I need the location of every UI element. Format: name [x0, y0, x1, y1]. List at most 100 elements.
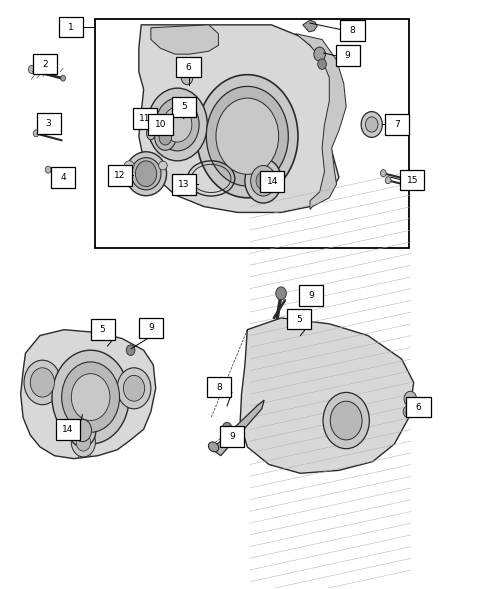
Circle shape: [69, 414, 96, 447]
Text: 1: 1: [68, 23, 74, 32]
FancyBboxPatch shape: [56, 419, 80, 439]
FancyBboxPatch shape: [108, 166, 132, 186]
Circle shape: [123, 375, 144, 401]
FancyBboxPatch shape: [36, 113, 60, 134]
Text: 3: 3: [45, 119, 51, 128]
Circle shape: [379, 170, 385, 177]
Circle shape: [206, 87, 287, 186]
Text: 10: 10: [154, 120, 166, 129]
Circle shape: [361, 111, 381, 137]
Circle shape: [244, 158, 281, 203]
FancyBboxPatch shape: [287, 309, 311, 329]
Text: 5: 5: [181, 102, 186, 111]
Ellipse shape: [125, 152, 166, 196]
Circle shape: [117, 368, 151, 409]
FancyBboxPatch shape: [260, 171, 284, 191]
FancyBboxPatch shape: [51, 167, 75, 187]
Circle shape: [313, 47, 325, 61]
Text: 12: 12: [114, 171, 125, 180]
FancyBboxPatch shape: [176, 57, 200, 77]
Circle shape: [403, 391, 416, 406]
Circle shape: [181, 71, 193, 85]
Text: 9: 9: [344, 51, 350, 60]
Circle shape: [330, 401, 362, 440]
Circle shape: [154, 124, 176, 150]
Circle shape: [155, 98, 199, 151]
FancyBboxPatch shape: [138, 317, 163, 338]
Ellipse shape: [146, 127, 155, 140]
Ellipse shape: [124, 161, 134, 170]
Circle shape: [322, 392, 368, 449]
Text: 9: 9: [228, 432, 234, 441]
FancyBboxPatch shape: [384, 114, 408, 135]
FancyBboxPatch shape: [148, 114, 172, 135]
PathPatch shape: [138, 25, 338, 213]
FancyBboxPatch shape: [132, 108, 156, 129]
Text: 5: 5: [296, 315, 302, 323]
PathPatch shape: [240, 318, 413, 474]
Text: 8: 8: [349, 26, 355, 35]
PathPatch shape: [295, 34, 346, 210]
Circle shape: [61, 362, 119, 432]
Circle shape: [24, 360, 60, 405]
FancyBboxPatch shape: [298, 286, 322, 306]
Ellipse shape: [208, 442, 218, 452]
Ellipse shape: [131, 158, 161, 190]
FancyBboxPatch shape: [171, 174, 196, 194]
Circle shape: [60, 75, 65, 81]
PathPatch shape: [302, 20, 317, 32]
FancyBboxPatch shape: [207, 377, 231, 398]
Circle shape: [147, 88, 207, 161]
FancyBboxPatch shape: [91, 319, 115, 340]
Circle shape: [365, 117, 377, 132]
Circle shape: [135, 161, 156, 187]
Circle shape: [250, 166, 275, 196]
Circle shape: [45, 166, 51, 173]
Circle shape: [159, 130, 171, 145]
Circle shape: [317, 59, 326, 70]
Circle shape: [275, 287, 286, 300]
Circle shape: [215, 98, 278, 174]
FancyBboxPatch shape: [171, 97, 196, 117]
Circle shape: [71, 428, 95, 457]
Circle shape: [197, 75, 297, 198]
FancyBboxPatch shape: [59, 17, 83, 38]
Circle shape: [52, 350, 129, 444]
FancyBboxPatch shape: [32, 54, 57, 74]
Circle shape: [126, 345, 135, 356]
Text: 15: 15: [406, 176, 417, 185]
Text: 14: 14: [62, 425, 74, 434]
Text: 2: 2: [42, 59, 47, 68]
Text: 6: 6: [415, 402, 421, 412]
Text: 9: 9: [148, 323, 153, 332]
Text: 5: 5: [100, 325, 106, 334]
Text: 6: 6: [185, 62, 191, 71]
Circle shape: [222, 422, 231, 434]
PathPatch shape: [21, 330, 155, 459]
Circle shape: [163, 107, 192, 142]
Circle shape: [71, 373, 110, 421]
Text: 14: 14: [266, 177, 277, 186]
Circle shape: [29, 65, 35, 74]
PathPatch shape: [151, 25, 218, 54]
Bar: [95, 19, 408, 247]
Text: 9: 9: [307, 291, 313, 300]
Circle shape: [76, 434, 91, 451]
Text: 11: 11: [138, 114, 150, 123]
Circle shape: [30, 368, 54, 397]
FancyBboxPatch shape: [219, 426, 243, 446]
FancyBboxPatch shape: [340, 21, 364, 41]
Circle shape: [402, 406, 412, 418]
Circle shape: [384, 177, 390, 184]
Text: 4: 4: [60, 173, 66, 182]
Circle shape: [256, 172, 270, 190]
FancyBboxPatch shape: [335, 45, 359, 65]
PathPatch shape: [211, 400, 264, 456]
Text: 13: 13: [178, 180, 189, 189]
Ellipse shape: [158, 161, 167, 170]
Text: 7: 7: [393, 120, 399, 129]
Text: 8: 8: [216, 383, 222, 392]
Circle shape: [33, 130, 39, 137]
FancyBboxPatch shape: [406, 397, 430, 418]
Circle shape: [73, 419, 91, 442]
